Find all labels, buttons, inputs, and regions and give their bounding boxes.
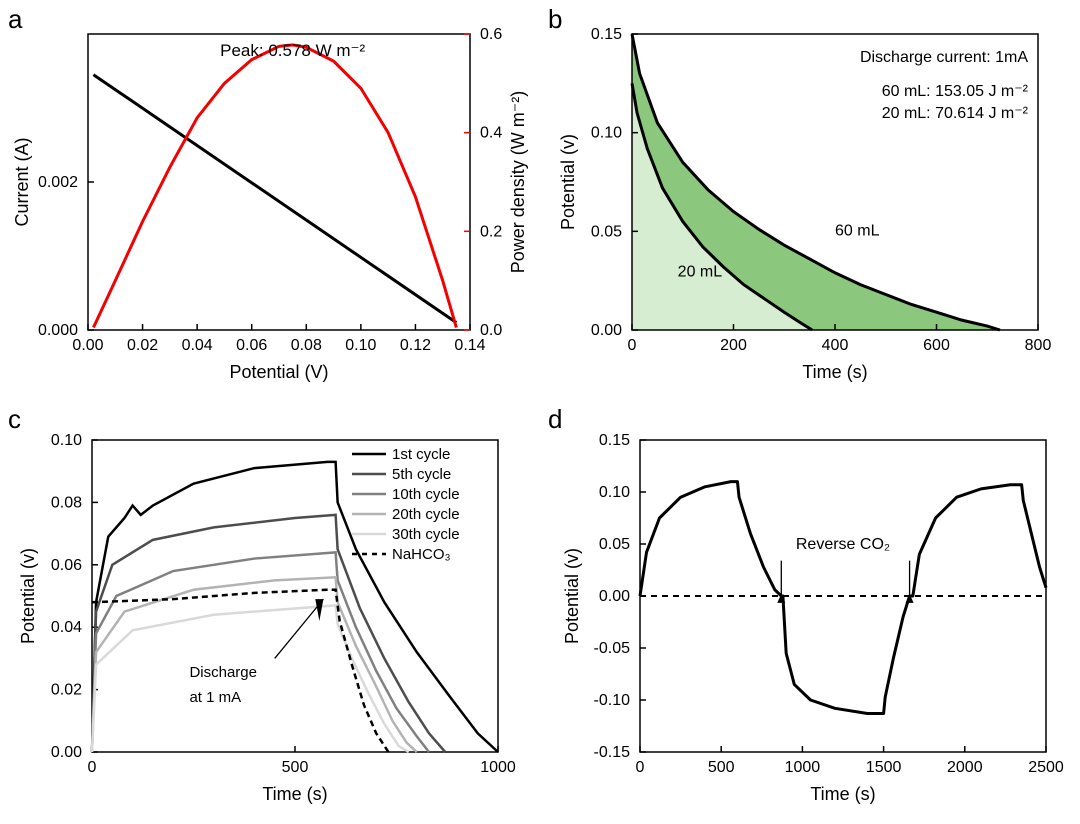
svg-text:2500: 2500 bbox=[1028, 759, 1064, 776]
panel-c-chart: 0 500 1000 0.00 0.02 0.04 0.06 0.08 0.10 Time (s)… bbox=[0, 400, 540, 824]
svg-text:Current (A): Current (A) bbox=[12, 137, 32, 226]
svg-text:0.000: 0.000 bbox=[38, 322, 78, 339]
svg-text:20th cycle: 20th cycle bbox=[392, 506, 460, 523]
panel-a: a 0.000.020.040.060.080.100.120.140.0000… bbox=[0, 0, 540, 400]
svg-text:0.14: 0.14 bbox=[454, 337, 485, 354]
svg-text:-0.10: -0.10 bbox=[594, 692, 631, 709]
panel-d: d 0 500 1000 1500 2000 2500 -0.15 -0.10 -0.05 0.0… bbox=[540, 400, 1080, 824]
svg-text:0.6: 0.6 bbox=[480, 26, 502, 43]
svg-text:-0.15: -0.15 bbox=[594, 744, 631, 761]
svg-text:0.12: 0.12 bbox=[400, 337, 431, 354]
svg-text:Peak: 0.578 W m⁻²: Peak: 0.578 W m⁻² bbox=[220, 41, 365, 60]
svg-text:5th cycle: 5th cycle bbox=[392, 466, 451, 483]
panel-a-label: a bbox=[8, 4, 22, 35]
svg-text:Power density (W m⁻²): Power density (W m⁻²) bbox=[508, 91, 528, 274]
svg-text:Potential (V): Potential (V) bbox=[229, 362, 328, 382]
svg-text:NaHCO₃: NaHCO₃ bbox=[392, 546, 451, 563]
svg-text:0.05: 0.05 bbox=[599, 536, 630, 553]
svg-text:0.02: 0.02 bbox=[127, 337, 158, 354]
svg-text:0.10: 0.10 bbox=[599, 484, 630, 501]
svg-text:0.06: 0.06 bbox=[51, 557, 82, 574]
svg-text:0.08: 0.08 bbox=[51, 494, 82, 511]
svg-text:60 mL: 60 mL bbox=[835, 222, 880, 239]
panel-c: c 0 500 1000 0.00 0.02 0.04 0.06 0.08 0.10 Time (… bbox=[0, 400, 540, 824]
svg-text:0.4: 0.4 bbox=[480, 125, 502, 142]
svg-text:800: 800 bbox=[1025, 337, 1052, 354]
svg-text:Time (s): Time (s) bbox=[262, 784, 327, 804]
svg-text:0.10: 0.10 bbox=[591, 125, 622, 142]
svg-text:1000: 1000 bbox=[785, 759, 821, 776]
svg-text:20 mL: 70.614 J m⁻²: 20 mL: 70.614 J m⁻² bbox=[882, 105, 1029, 122]
svg-text:0.0: 0.0 bbox=[480, 322, 502, 339]
svg-text:10th cycle: 10th cycle bbox=[392, 486, 460, 503]
figure-grid: a 0.000.020.040.060.080.100.120.140.0000… bbox=[0, 0, 1080, 824]
svg-text:0.10: 0.10 bbox=[345, 337, 376, 354]
svg-text:0.00: 0.00 bbox=[51, 744, 82, 761]
panel-d-chart: 0 500 1000 1500 2000 2500 -0.15 -0.10 -0.05 0.00 0… bbox=[540, 400, 1080, 824]
svg-text:0.15: 0.15 bbox=[591, 26, 622, 43]
svg-text:0.04: 0.04 bbox=[182, 337, 213, 354]
svg-text:20 mL: 20 mL bbox=[678, 264, 723, 281]
panel-b-label: b bbox=[548, 4, 562, 35]
panel-b-chart: 0 200 400 600 800 0.00 0.05 0.10 0.15 Time (s) Pot… bbox=[540, 0, 1080, 400]
svg-text:200: 200 bbox=[720, 337, 747, 354]
svg-text:2000: 2000 bbox=[947, 759, 983, 776]
svg-text:Time (s): Time (s) bbox=[810, 784, 875, 804]
panel-d-label: d bbox=[548, 404, 562, 435]
svg-text:at 1 mA: at 1 mA bbox=[189, 689, 241, 706]
svg-text:Discharge current: 1mA: Discharge current: 1mA bbox=[860, 49, 1028, 66]
svg-text:Time (s): Time (s) bbox=[802, 362, 867, 382]
svg-text:Reverse CO₂: Reverse CO₂ bbox=[796, 536, 890, 553]
panel-c-label: c bbox=[8, 404, 21, 435]
svg-text:-0.05: -0.05 bbox=[594, 640, 631, 657]
svg-text:400: 400 bbox=[822, 337, 849, 354]
svg-text:0.2: 0.2 bbox=[480, 223, 502, 240]
panel-b: b 0 200 400 600 800 0.00 0.05 0.10 0.15 Time (s) P… bbox=[540, 0, 1080, 400]
svg-text:0.15: 0.15 bbox=[599, 432, 630, 449]
svg-text:500: 500 bbox=[708, 759, 735, 776]
svg-text:60 mL: 153.05 J m⁻²: 60 mL: 153.05 J m⁻² bbox=[882, 83, 1029, 100]
svg-text:0.10: 0.10 bbox=[51, 432, 82, 449]
svg-text:0.00: 0.00 bbox=[599, 588, 630, 605]
svg-text:Potential (v): Potential (v) bbox=[558, 134, 578, 230]
svg-text:0.002: 0.002 bbox=[38, 174, 78, 191]
svg-text:600: 600 bbox=[923, 337, 950, 354]
svg-text:1st cycle: 1st cycle bbox=[392, 446, 450, 463]
svg-text:0.06: 0.06 bbox=[236, 337, 267, 354]
svg-text:0.05: 0.05 bbox=[591, 223, 622, 240]
svg-text:0: 0 bbox=[628, 337, 637, 354]
svg-text:0.00: 0.00 bbox=[591, 322, 622, 339]
svg-text:500: 500 bbox=[282, 759, 309, 776]
svg-text:Discharge: Discharge bbox=[189, 664, 257, 681]
panel-a-chart: 0.00 0.02 0.04 0.06 0.08 0.10 0.12 0.14 0.000 0.0… bbox=[0, 0, 540, 400]
svg-text:0.02: 0.02 bbox=[51, 682, 82, 699]
svg-text:0.04: 0.04 bbox=[51, 619, 82, 636]
svg-text:Potential (v): Potential (v) bbox=[562, 548, 582, 644]
svg-text:1000: 1000 bbox=[480, 759, 516, 776]
svg-text:30th cycle: 30th cycle bbox=[392, 526, 460, 543]
svg-text:Potential (v): Potential (v) bbox=[18, 548, 38, 644]
svg-text:1500: 1500 bbox=[866, 759, 902, 776]
svg-text:0: 0 bbox=[88, 759, 97, 776]
svg-text:0: 0 bbox=[636, 759, 645, 776]
svg-text:0.08: 0.08 bbox=[291, 337, 322, 354]
svg-text:0.00: 0.00 bbox=[72, 337, 103, 354]
